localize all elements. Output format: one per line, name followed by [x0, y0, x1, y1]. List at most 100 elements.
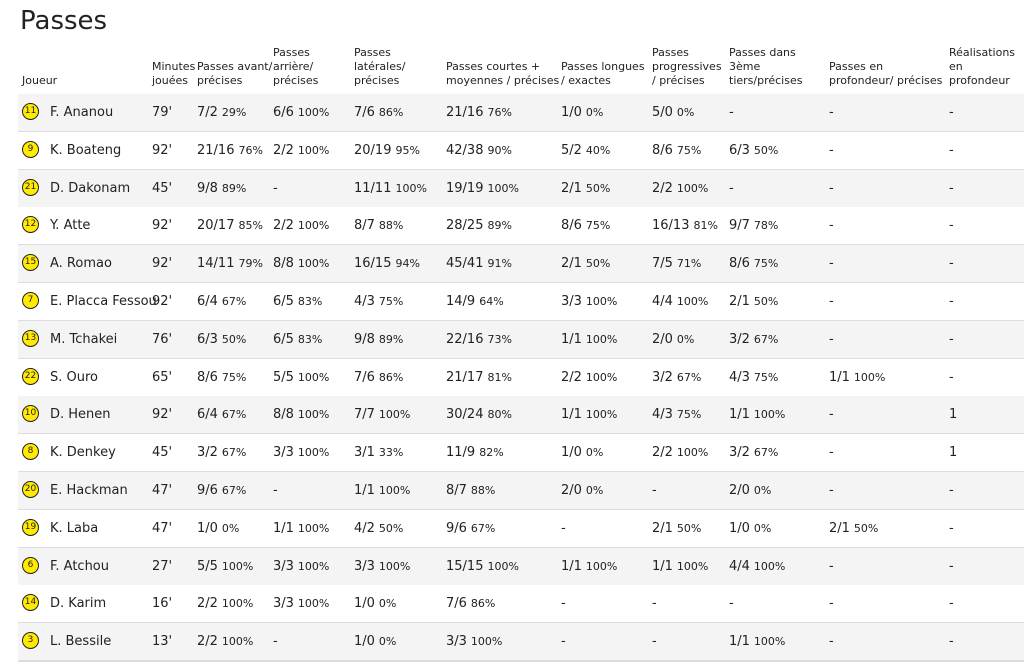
table-row: 3 L. Bessile 13' 2/2 100% -1/0 0% 3/3 100% - -1/1 1… [18, 623, 1024, 663]
stat-value: 30/24 [446, 407, 484, 423]
table-row: 20 E. Hackman 47' 9/6 67% -1/1 100% 8/7 88% 2/0 0%… [18, 472, 1024, 511]
player-name: K. Laba [50, 520, 99, 536]
stat-value: 20/19 [354, 142, 392, 158]
stat-cell: - [949, 94, 954, 131]
stat-value: 3/2 [729, 445, 750, 461]
stat-value: 1/0 [197, 520, 218, 536]
column-header: Passes courtes + moyennes / précises [446, 60, 560, 87]
stat-percent: 100% [753, 635, 786, 649]
stat-cell: 1/1 100% [561, 396, 617, 433]
stat-cell: 1/0 0% [197, 510, 239, 547]
stat-value: 7/6 [354, 105, 375, 120]
stat-percent: 75% [753, 257, 779, 271]
stat-value: 21/16 [197, 142, 235, 158]
jersey-number: 22 [22, 367, 39, 385]
stat-percent: 100% [585, 370, 618, 384]
stat-cell: 2/1 50% [729, 283, 778, 320]
stat-percent: 100% [221, 559, 254, 573]
stat-value: 7/5 [652, 256, 673, 272]
stat-value: 3/1 [354, 445, 375, 461]
stat-value: 2/1 [829, 520, 850, 536]
stat-value: - [949, 369, 954, 385]
stat-cell: - [949, 472, 954, 509]
stat-percent: 100% [676, 446, 709, 460]
stat-value: 2/2 [652, 180, 673, 196]
stat-value: - [829, 218, 834, 234]
stat-cell: 21/16 76% [197, 132, 263, 169]
stat-value: 11/11 [354, 180, 392, 196]
stat-cell: 8/8 100% [273, 245, 329, 282]
stat-percent: 100% [676, 181, 709, 195]
stat-value: 8/6 [729, 256, 750, 272]
stat-percent: 83% [297, 295, 323, 308]
stat-percent: 100% [676, 559, 709, 573]
stat-cell: - [949, 623, 954, 660]
stat-value: 3/2 [197, 445, 218, 461]
stat-value: 21/17 [446, 369, 484, 385]
stat-value: - [949, 483, 954, 498]
stat-percent: 0% [676, 332, 695, 346]
stat-value: 5/0 [652, 105, 673, 120]
stat-value: 1/1 [729, 634, 750, 650]
stat-cell: - [949, 283, 954, 320]
stat-value: 2/1 [561, 180, 582, 196]
stat-value: - [561, 596, 566, 612]
stat-cell: 2/1 50% [652, 510, 701, 547]
minutes: 92' [152, 142, 173, 158]
stat-cell: 6/3 50% [197, 321, 246, 358]
stat-cell: - [729, 170, 734, 207]
jersey-number: 21 [22, 178, 39, 196]
stat-cell: 1/0 0% [561, 94, 603, 131]
stat-cell: 1/1 100% [652, 548, 708, 585]
stat-cell: - [829, 434, 834, 471]
stat-cell: 2/1 50% [561, 170, 610, 207]
stat-value: 3/3 [273, 596, 294, 612]
stat-percent: 0% [378, 635, 397, 649]
player-name: M. Tchakei [50, 331, 118, 347]
stat-cell: 3/3 100% [273, 434, 329, 471]
stat-cell: 9/6 67% [197, 472, 246, 509]
stat-value: 8/8 [273, 407, 294, 423]
table-row: 13 M. Tchakei 76' 6/3 50% 6/5 83% 9/8 89% 22/16 73… [18, 320, 1024, 360]
minutes: 47' [152, 520, 173, 536]
jersey-number: 12 [22, 216, 39, 234]
stat-cell: 16/13 81% [652, 207, 718, 244]
stat-percent: 100% [378, 408, 411, 422]
stat-cell: 9/8 89% [354, 321, 403, 358]
stat-percent: 100% [297, 597, 330, 611]
stat-cell: 21/16 76% [446, 94, 512, 131]
stat-percent: 67% [221, 408, 247, 422]
stat-percent: 100% [221, 635, 254, 649]
stat-percent: 100% [297, 559, 330, 573]
stat-percent: 82% [479, 446, 504, 460]
stat-value: - [949, 294, 954, 309]
stat-cell: - [652, 623, 657, 660]
stat-percent: 81% [693, 219, 718, 233]
stat-percent: 81% [487, 370, 512, 384]
stat-cell: 3/2 67% [652, 359, 701, 396]
stat-percent: 75% [753, 370, 779, 384]
stat-cell: - [273, 472, 278, 509]
stat-value: 16/13 [652, 218, 690, 234]
stat-percent: 100% [487, 559, 519, 573]
stat-cell: 1 [949, 434, 957, 471]
player-name: K. Boateng [50, 142, 122, 158]
column-header: Passes en profondeur/ précises [829, 60, 943, 87]
stat-value: - [561, 520, 566, 536]
table-row: 6 F. Atchou 27' 5/5 100% 3/3 100% 3/3 100% 15/15 1… [18, 547, 1024, 587]
stat-value: - [949, 331, 954, 347]
stat-cell: - [829, 207, 834, 244]
stat-percent: 29% [221, 106, 247, 119]
stat-value: 7/6 [446, 596, 467, 612]
stat-value: 4/3 [354, 294, 375, 309]
stat-cell: 2/0 0% [729, 472, 771, 509]
table-row: 19 K. Laba 47' 1/0 0% 1/1 100% 4/2 50% 9/6 67% -2/1… [18, 509, 1024, 549]
stat-percent: 75% [378, 295, 404, 308]
stat-cell: 7/6 86% [446, 585, 495, 622]
stat-cell: - [949, 585, 954, 622]
stat-cell: 8/7 88% [354, 207, 403, 244]
stat-value: - [829, 483, 834, 498]
column-header: Passes longues / exactes [561, 60, 645, 87]
stat-value: - [949, 558, 954, 574]
stat-value: 42/38 [446, 142, 484, 158]
